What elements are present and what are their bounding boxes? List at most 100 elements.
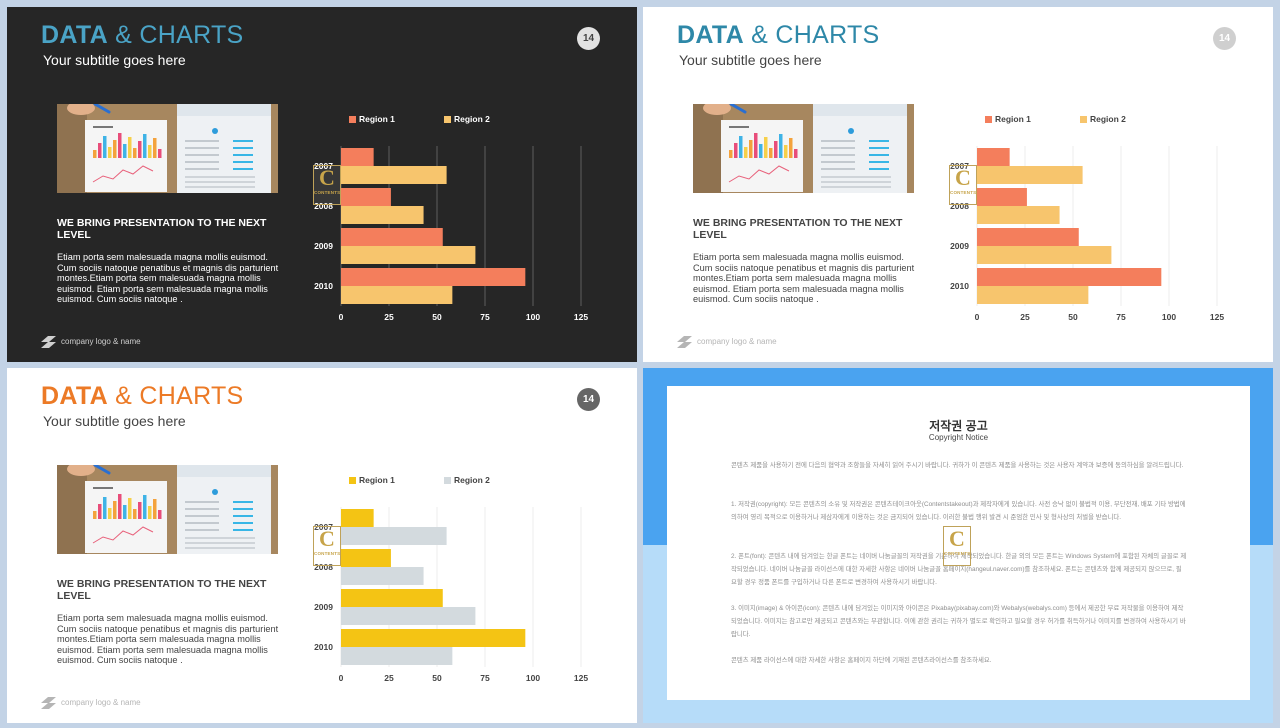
section-heading: WE BRING PRESENTATION TO THE NEXT LEVEL [57,217,267,241]
bar-region-2-2008 [977,206,1060,224]
legend-label: Region 2 [454,114,490,124]
slide-title: DATA & CHARTS [677,21,880,50]
x-tick-label: 0 [975,312,980,322]
slide-title: DATA & CHARTS [41,21,244,50]
x-tick-label: 100 [526,673,540,683]
bar-region-2-2009 [341,607,476,625]
slide-subtitle: Your subtitle goes here [679,52,822,68]
bar-region-1-2008 [977,188,1027,206]
y-tick-label: 2009 [314,241,333,251]
slide-title-rest: & CHARTS [107,21,244,49]
section-body-text: Etiam porta sem malesuada magna mollis e… [57,252,279,305]
bar-region-2-2007 [341,527,447,545]
x-tick-label: 75 [480,673,490,683]
slide-dark[interactable]: DATA & CHARTS Your subtitle goes here 14 WE… [7,7,637,362]
bar-region-2-2007 [341,166,447,184]
bar-region-1-2009 [977,228,1079,246]
bar-region-1-2007 [341,148,374,166]
notice-subtitle: Copyright Notice [928,433,989,442]
x-tick-label: 50 [432,673,442,683]
watermark-stamp: C CONTENTS [313,526,341,566]
x-tick-label: 100 [526,312,540,322]
bar-chart: 2007 2008 2009 2010 0 25 50 75 100 125 Region 1 Reg… [935,101,1235,326]
legend-item-region-1: Region 1 [349,475,395,485]
x-tick-label: 0 [339,673,344,683]
y-tick-label: 2007 [950,161,969,171]
watermark-stamp: C CONTENTS [943,526,971,566]
x-tick-label: 0 [339,312,344,322]
legend-swatch [349,476,356,484]
legend-item-region-2: Region 2 [444,114,490,124]
company-logo-icon [41,336,56,348]
company-logo: company logo & name [40,696,170,710]
notice-paragraph-image: 3. 이미지(image) & 아이콘(icon): 콘텐츠 내에 담겨있는 이… [731,605,1186,638]
bar-chart: 2007 2008 2009 2010 0 25 50 75 100 125 Region 1 Reg… [299,462,599,687]
page-number-badge: 14 [1213,27,1236,50]
notice-title: 저작권 공고 [929,419,988,433]
y-tick-label: 2010 [314,642,333,652]
legend-label: Region 1 [359,114,395,124]
bar-region-2-2009 [977,246,1112,264]
bar-region-1-2009 [341,589,443,607]
company-logo-text: company logo & name [61,337,141,346]
y-tick-label: 2009 [950,241,969,251]
notice-card: 저작권 공고 Copyright Notice 콘텐츠 제품을 사용하기 전에 … [667,386,1250,700]
bar-region-2-2008 [341,206,424,224]
legend-item-region-2: Region 2 [444,475,490,485]
slide-title-strong: DATA [41,382,108,410]
slide-light-blue[interactable]: DATA & CHARTS Your subtitle goes here 14 WE… [643,7,1273,362]
company-logo-text: company logo & name [61,698,141,707]
slide-subtitle: Your subtitle goes here [43,413,186,429]
x-tick-label: 50 [432,312,442,322]
legend-swatch [444,115,451,123]
notice-paragraph-font: 2. 폰트(font): 콘텐츠 내에 담겨있는 한글 폰트는 네이버 나눔글꼴… [731,553,1187,586]
watermark-stamp: C CONTENTS [313,165,341,205]
x-tick-label: 75 [1116,312,1126,322]
y-tick-label: 2008 [950,201,969,211]
x-tick-label: 25 [384,312,394,322]
section-body-text: Etiam porta sem malesuada magna mollis e… [693,252,915,305]
legend-label: Region 1 [359,475,395,485]
x-tick-label: 125 [574,312,588,322]
slide-title-strong: DATA [41,21,108,49]
bar-region-2-2010 [977,286,1089,304]
bar-region-2-2010 [341,647,453,665]
bar-region-1-2010 [977,268,1162,286]
chart-printout-photo [693,104,914,193]
x-tick-label: 50 [1068,312,1078,322]
notice-paragraph-intro: 콘텐츠 제품을 사용하기 전에 다음의 협약과 조항들을 자세히 읽어 주시기 … [731,462,1184,469]
slide-title-rest: & CHARTS [107,382,244,410]
bar-region-1-2007 [977,148,1010,166]
x-tick-label: 25 [384,673,394,683]
y-tick-label: 2010 [314,281,333,291]
bar-region-2-2007 [977,166,1083,184]
bar-chart: 2007 2008 2009 2010 0 25 50 75 100 125 Region 1 Reg… [299,101,599,326]
bar-chart-plot: 2007 2008 2009 2010 0 25 50 75 100 125 [950,146,1224,322]
y-tick-label: 2007 [314,522,333,532]
bar-region-1-2010 [341,629,526,647]
bar-chart-plot: 2007 2008 2009 2010 0 25 50 75 100 125 [314,507,588,683]
bar-region-1-2010 [341,268,526,286]
slide-subtitle: Your subtitle goes here [43,52,186,68]
slide-copyright-notice[interactable]: 저작권 공고 Copyright Notice 콘텐츠 제품을 사용하기 전에 … [643,368,1273,723]
section-heading: WE BRING PRESENTATION TO THE NEXT LEVEL [57,578,267,602]
y-tick-label: 2010 [950,281,969,291]
legend-swatch [1080,115,1087,123]
slide-title-strong: DATA [677,21,744,49]
legend-label: Region 1 [995,114,1031,124]
page-number-badge: 14 [577,27,600,50]
company-logo: company logo & name [40,335,170,349]
slide-title-rest: & CHARTS [743,21,880,49]
company-logo-text: company logo & name [697,337,777,346]
bar-region-1-2007 [341,509,374,527]
y-tick-label: 2007 [314,161,333,171]
section-heading: WE BRING PRESENTATION TO THE NEXT LEVEL [693,217,903,241]
bar-region-2-2008 [341,567,424,585]
slide-light-orange[interactable]: DATA & CHARTS Your subtitle goes here 14 WE… [7,368,637,723]
company-logo: company logo & name [676,335,806,349]
bar-region-2-2009 [341,246,476,264]
x-tick-label: 125 [1210,312,1224,322]
bar-chart-plot: 2007 2008 2009 2010 0 25 50 75 100 125 [314,146,588,322]
legend-item-region-1: Region 1 [985,114,1031,124]
slide-title: DATA & CHARTS [41,382,244,411]
